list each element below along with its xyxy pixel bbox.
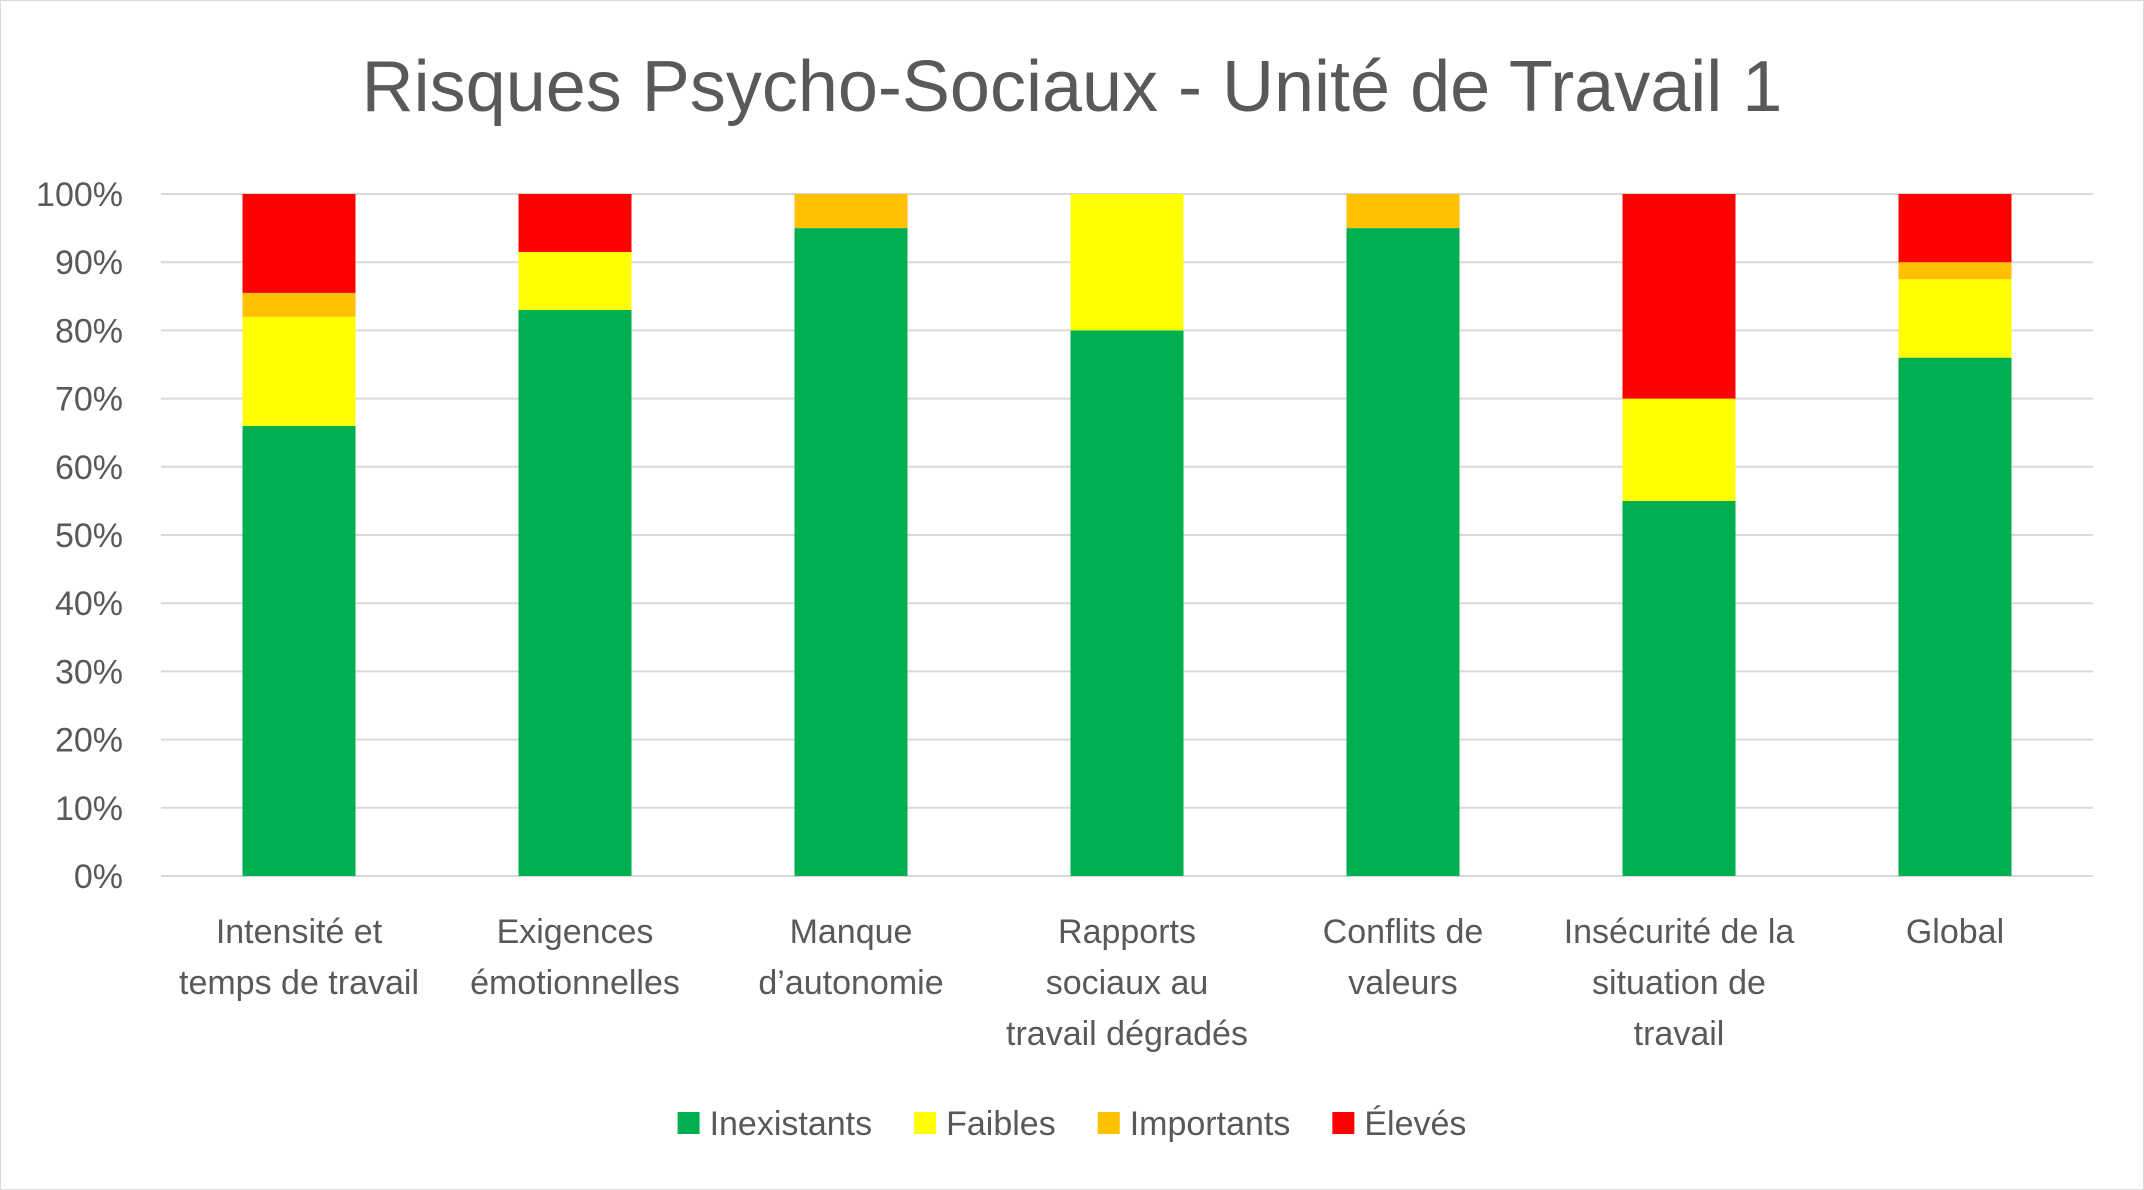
x-category-label-line: sociaux au	[1046, 964, 1209, 1002]
bar-segment-eleves	[518, 194, 632, 252]
x-category-label-line: valeurs	[1348, 964, 1458, 1002]
chart-title: Risques Psycho-Sociaux - Unité de Travai…	[362, 47, 1783, 127]
x-category-label-line: travail dégradés	[1006, 1015, 1248, 1053]
y-tick-label: 30%	[55, 653, 123, 691]
x-category-label: Global	[1906, 913, 2004, 951]
x-category-label-line: Rapports	[1058, 913, 1196, 951]
legend-label-inexistants: Inexistants	[710, 1105, 873, 1143]
x-category-label: Manque d’autonomie	[758, 913, 943, 1002]
bar-segment-inexistants	[1622, 500, 1736, 876]
y-tick-label: 60%	[55, 449, 123, 487]
bar-segment-inexistants	[242, 425, 356, 876]
bar-segment-faibles	[242, 316, 356, 426]
y-tick-label: 90%	[55, 244, 123, 282]
y-tick-label: 10%	[55, 790, 123, 828]
y-tick-label: 100%	[36, 176, 123, 214]
x-category-label-line: Insécurité de la	[1564, 913, 1795, 951]
legend: Inexistants Faibles Importants Élevés	[677, 1105, 1466, 1143]
legend-label-eleves: Élevés	[1364, 1105, 1466, 1143]
x-category-label-line: Global	[1906, 913, 2004, 951]
y-tick-label: 70%	[55, 381, 123, 419]
x-category-label-line: temps de travail	[179, 964, 419, 1002]
legend-swatch-faibles	[914, 1112, 937, 1134]
bar-segment-importants	[1898, 262, 2012, 280]
x-category-label-line: Intensité et	[216, 913, 383, 951]
bar-segment-eleves	[1898, 194, 2012, 263]
x-category-label-line: Manque	[790, 913, 913, 951]
x-category-label: Exigences émotionnelles	[470, 913, 680, 1002]
x-category-label: Rapports sociaux au travail dégradés	[1006, 913, 1248, 1053]
bar-segment-importants	[242, 292, 356, 317]
legend-swatch-inexistants	[677, 1112, 700, 1134]
y-tick-label: 80%	[55, 312, 123, 350]
bar-segment-faibles	[1898, 279, 2012, 358]
bar-segment-faibles	[1070, 194, 1184, 331]
bar-segment-faibles	[518, 251, 632, 310]
x-axis-categories: Intensité et temps de travail Exigences émo…	[179, 913, 2004, 1053]
bar-segment-inexistants	[1070, 330, 1184, 876]
x-category-label: Conflits de valeurs	[1323, 913, 1484, 1002]
bars	[242, 194, 2012, 877]
bar-segment-faibles	[1622, 398, 1736, 501]
y-axis-ticks: 0% 10% 20% 30% 40% 50% 60% 70% 80% 90% 100%	[36, 176, 123, 896]
y-tick-label: 50%	[55, 517, 123, 555]
bar-segment-inexistants	[518, 309, 632, 876]
x-category-label-line: Exigences	[497, 913, 654, 951]
bar-segment-importants	[1346, 194, 1460, 229]
legend-swatch-importants	[1097, 1112, 1120, 1134]
x-category-label: Insécurité de la situation de travail	[1564, 913, 1795, 1053]
y-tick-label: 40%	[55, 585, 123, 623]
x-category-label-line: situation de	[1592, 964, 1766, 1002]
bar-segment-importants	[794, 194, 908, 229]
y-tick-label: 20%	[55, 722, 123, 760]
x-category-label-line: d’autonomie	[758, 964, 943, 1002]
bar-segment-eleves	[1622, 194, 1736, 399]
bar-segment-inexistants	[1898, 357, 2012, 876]
x-category-label-line: Conflits de	[1323, 913, 1484, 951]
legend-label-faibles: Faibles	[946, 1105, 1056, 1143]
x-category-label-line: travail	[1634, 1015, 1725, 1053]
bar-segment-inexistants	[1346, 228, 1460, 877]
x-category-label-line: émotionnelles	[470, 964, 680, 1002]
legend-swatch-eleves	[1332, 1112, 1355, 1134]
y-tick-label: 0%	[74, 858, 123, 896]
bar-segment-eleves	[242, 194, 356, 293]
legend-label-importants: Importants	[1130, 1105, 1291, 1143]
x-category-label: Intensité et temps de travail	[179, 913, 419, 1002]
bar-segment-inexistants	[794, 228, 908, 877]
